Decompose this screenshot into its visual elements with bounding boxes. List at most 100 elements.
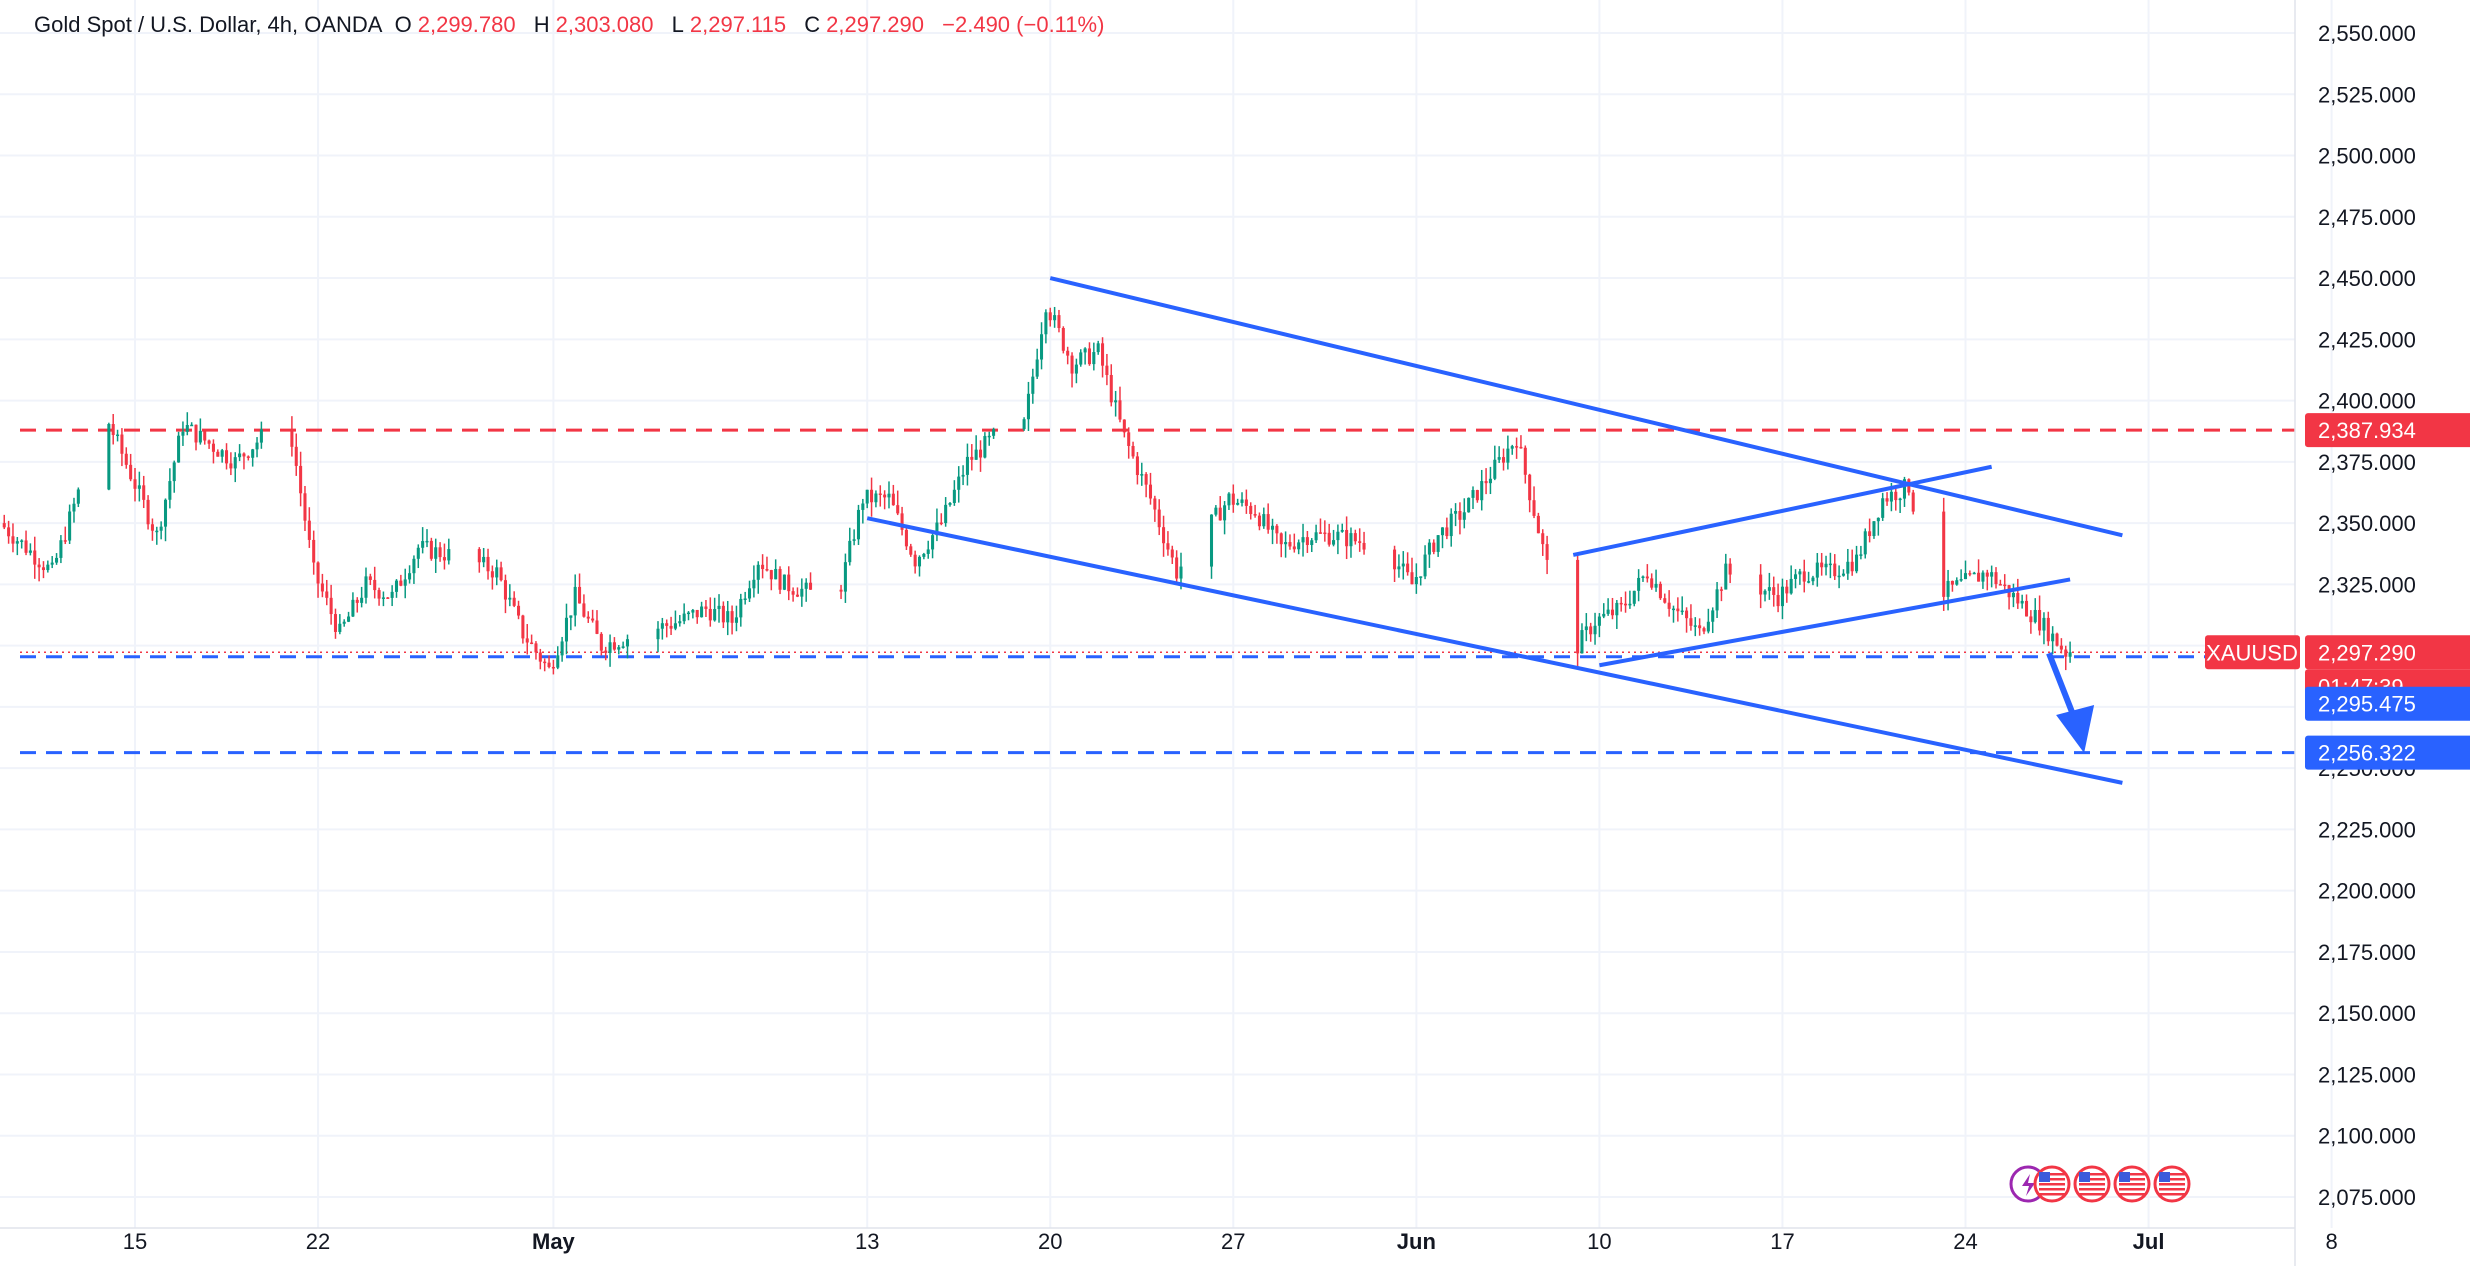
candle-body [1297,542,1301,550]
candle-body [290,429,294,447]
candle-body [952,489,956,504]
candle [1079,349,1083,367]
candle [1336,524,1340,555]
candle-body [839,589,843,592]
candle-body [2064,649,2068,657]
candle [434,538,438,573]
candle [1855,545,1859,574]
candle-body [1218,507,1222,521]
candle [913,550,917,574]
candle-body [377,590,381,599]
candle [1671,605,1676,623]
candle-body [1031,376,1035,394]
candle [1802,559,1806,593]
candle-body [1488,478,1492,484]
candle-body [242,453,246,457]
candle [887,481,891,509]
candle-body [1475,490,1479,501]
candle-body [1671,608,1676,611]
candle [1301,523,1305,557]
candle [1397,554,1401,578]
candle-body [1824,563,1828,568]
candle-body [2046,617,2050,642]
flag-stripe [2079,1188,2105,1191]
price-tick-label: 2,075.000 [2318,1185,2416,1210]
candle [146,495,150,530]
candle-body [216,451,220,457]
candle-body [625,639,630,647]
candle-body [1253,514,1257,516]
candle-body [673,623,677,629]
candle [508,584,512,607]
candle-body [1532,500,1536,516]
candle-body [37,564,41,568]
flag-stripe [2039,1193,2065,1196]
candle-body [1807,581,1811,583]
candle [198,418,202,445]
candle [503,574,507,614]
candle [1658,581,1662,600]
candle-body [1501,457,1506,463]
candle [377,587,381,606]
candle-body [2029,616,2033,623]
candle [1423,545,1427,580]
candle [1401,551,1405,580]
candle [24,530,28,556]
candle-body [28,550,32,553]
candle [1955,577,1959,586]
flag-stripe [2039,1183,2065,1186]
candle-body [1876,517,1880,522]
candle-body [503,580,507,600]
candle-body [1092,352,1096,365]
time-tick-label: 22 [306,1229,330,1254]
candle-body [1785,586,1789,594]
candle [1950,580,1954,592]
candle-body [1885,498,1889,502]
flag-stripe [2079,1193,2105,1196]
candle [7,520,11,544]
candle-body [678,621,682,624]
candle-body [887,493,891,498]
candle-body [660,623,664,629]
candle-body [517,605,521,616]
candle [238,444,242,462]
candle-body [1262,514,1266,527]
candle [1480,469,1484,511]
candle [1266,503,1270,534]
candle-body [1157,509,1161,528]
candle-body [1427,542,1431,555]
open-label: O [394,12,412,37]
candle-body [303,493,307,521]
candle [381,591,385,607]
candle-body [978,449,983,458]
candle-body [1859,554,1863,556]
candle [360,586,364,608]
candle-body [325,591,329,598]
candle [1140,462,1144,486]
flag-stripe [2119,1193,2145,1196]
candle-body [194,424,198,443]
candle-body [1972,572,1976,575]
candle-body [1985,572,1989,577]
trendline-2 [1572,464,1993,557]
candle [246,455,250,461]
candle-body [1855,554,1859,572]
candle-body [530,642,534,645]
candle-body [24,540,28,553]
candle [839,584,843,600]
candle [499,561,503,582]
candle-body [207,440,211,444]
candle [1127,427,1131,459]
candle-body [695,609,699,618]
candle-body [1275,525,1279,534]
candle-body [1214,507,1218,515]
candle-body [922,553,926,557]
candle-body [865,489,869,504]
candle [421,527,425,554]
candle [1998,579,2002,586]
candle-body [1332,540,1336,545]
candle-body [2068,652,2072,657]
candle-body [1528,474,1532,501]
